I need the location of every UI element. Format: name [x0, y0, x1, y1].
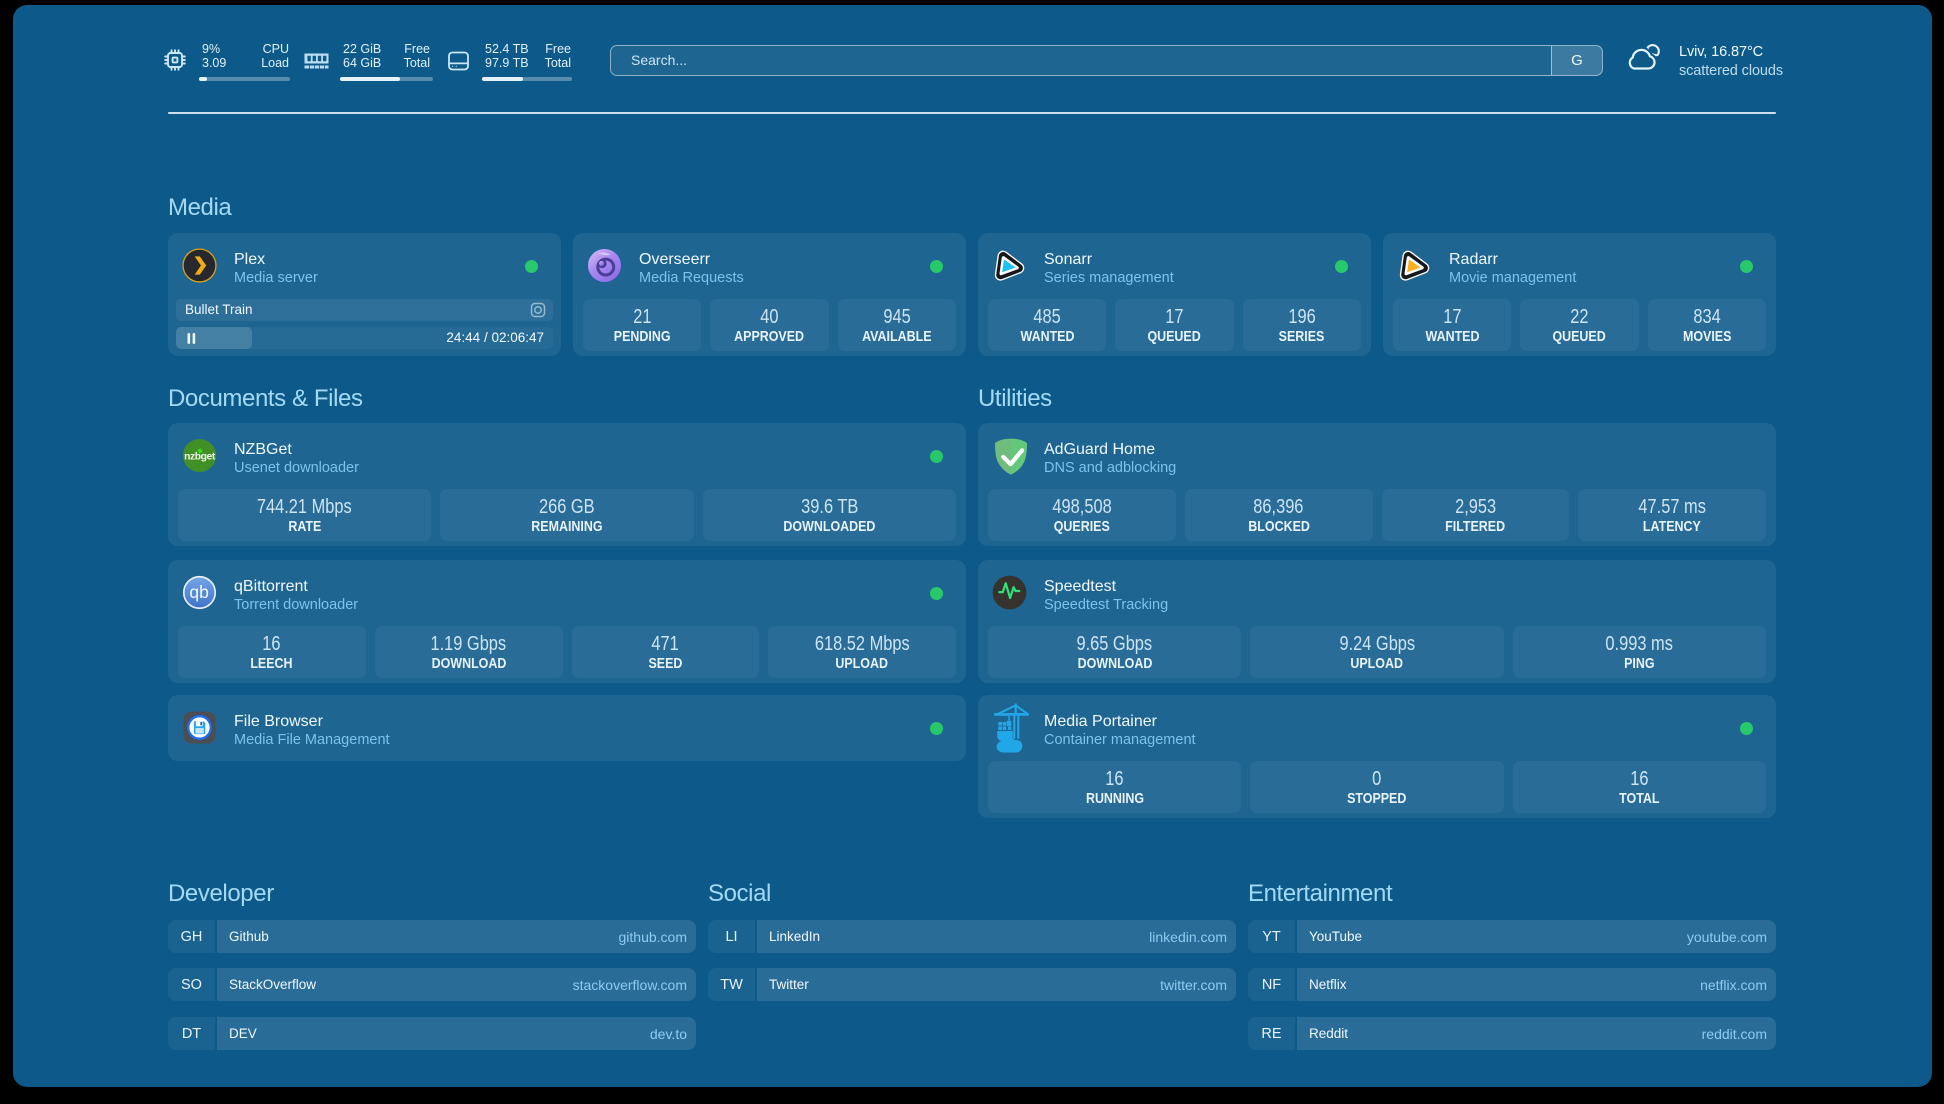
svg-text:nzbget: nzbget: [184, 452, 216, 463]
svg-text:qb: qb: [189, 582, 208, 602]
